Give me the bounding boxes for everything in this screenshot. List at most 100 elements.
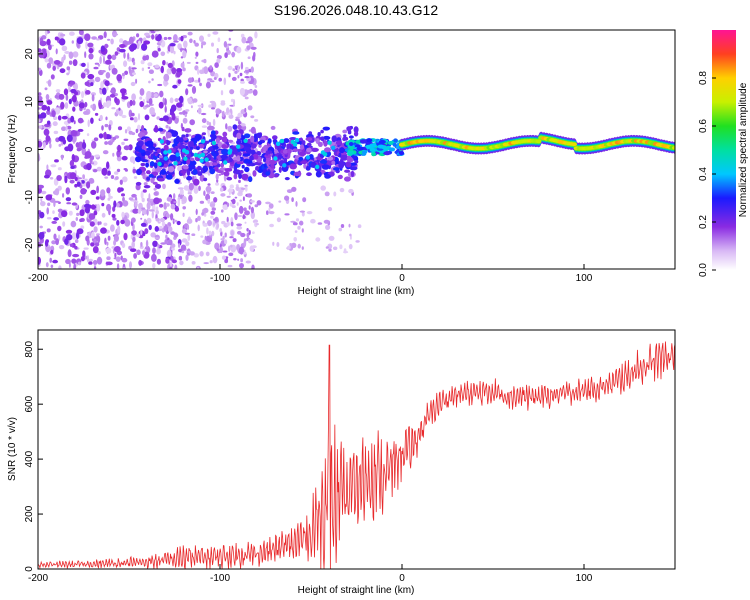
heatmap-cell [250,115,255,119]
heatmap-cell [240,232,246,238]
heatmap-cell [211,140,217,146]
heatmap-cell [289,137,297,141]
heatmap-cell [207,183,211,186]
heatmap-cell [191,261,196,265]
heatmap-cell [40,201,46,207]
heatmap-cell [284,177,290,181]
heatmap-cell [218,77,222,82]
heatmap-cell [297,159,303,166]
heatmap-cell [165,234,168,240]
heatmap-cell [86,61,90,70]
heatmap-cell [272,241,275,246]
heatmap-cell [305,165,311,171]
x-tick-label: -100 [210,573,230,584]
heatmap-cell [245,40,250,44]
heatmap-cell [226,176,233,181]
heatmap-cell [117,225,121,234]
heatmap-cell [227,188,234,193]
heatmap-cell [136,43,140,50]
heatmap-cell [342,129,348,134]
heatmap-cell [377,144,385,149]
heatmap-cell [93,210,98,216]
heatmap-cell [119,44,126,48]
heatmap-cell [315,237,321,242]
heatmap-cell [278,166,282,173]
heatmap-cell [173,40,179,43]
heatmap-cell [82,141,87,150]
heatmap-cell [194,79,200,83]
heatmap-cell [121,155,128,161]
heatmap-cell [114,252,117,258]
heatmap-cell [191,85,197,94]
heatmap-cell [286,143,291,150]
heatmap-cell [169,97,174,104]
heatmap-cell [116,263,120,269]
heatmap-cell [84,51,87,59]
heatmap-cell [107,54,112,60]
heatmap-cell [278,200,282,203]
heatmap-cell [186,169,191,177]
heatmap-cell [328,248,332,252]
heatmap-cell [222,204,229,211]
heatmap-cell [111,136,117,141]
snr-frame [37,329,676,570]
heatmap-cell [301,140,306,145]
heatmap-cell [291,186,297,192]
heatmap-cell [234,70,238,74]
heatmap-cell [110,175,115,179]
heatmap-cell [236,46,242,54]
heatmap-cell [61,126,67,131]
heatmap-cell [270,125,276,130]
heatmap-cell [85,199,90,205]
heatmap-cell [66,66,71,71]
heatmap-cell [210,210,216,215]
heatmap-cell [55,48,58,55]
heatmap-cell [140,190,144,199]
heatmap-cell [91,231,95,239]
heatmap-cell [350,170,355,178]
heatmap-cell [91,141,97,149]
heatmap-cell [153,93,158,98]
heatmap-cell [164,105,167,113]
heatmap-cell [205,81,211,89]
heatmap-cell [237,124,242,130]
heatmap-cell [310,147,319,152]
heatmap-cell [104,141,108,145]
heatmap-cell [301,211,305,217]
heatmap-cell [178,255,183,261]
colorbar-tick-label: 0.0 [698,263,709,277]
heatmap-cell [203,190,206,196]
heatmap-cell [209,161,214,167]
y-tick-label: 400 [24,450,35,467]
heatmap-cell [129,156,136,163]
heatmap-cell [213,153,217,160]
heatmap-cell [244,221,247,224]
heatmap-cell [178,144,186,150]
heatmap-cell [199,158,204,163]
heatmap-cell [361,150,367,155]
heatmap-cell [212,255,218,264]
heatmap-cell [269,223,274,228]
heatmap-cell [38,140,43,148]
heatmap-cell [265,201,271,205]
heatmap-cell [162,115,169,122]
heatmap-cell [215,173,219,180]
heatmap-cell [282,163,287,168]
heatmap-cell [141,207,146,210]
heatmap-cell [201,118,207,124]
heatmap-cell [159,203,164,208]
heatmap-cell [203,150,208,154]
x-tick-label: 100 [576,273,593,284]
heatmap-cell [86,163,92,171]
heatmap-cell [206,120,209,126]
heatmap-cell [240,187,246,190]
heatmap-cell [106,241,109,246]
heatmap-cell [169,266,173,269]
snr-series-line [38,341,675,569]
heatmap-cell [80,225,85,230]
heatmap-cell [197,104,203,107]
heatmap-cell [76,212,80,216]
heatmap-cell [169,154,178,162]
heatmap-cell [328,235,335,241]
